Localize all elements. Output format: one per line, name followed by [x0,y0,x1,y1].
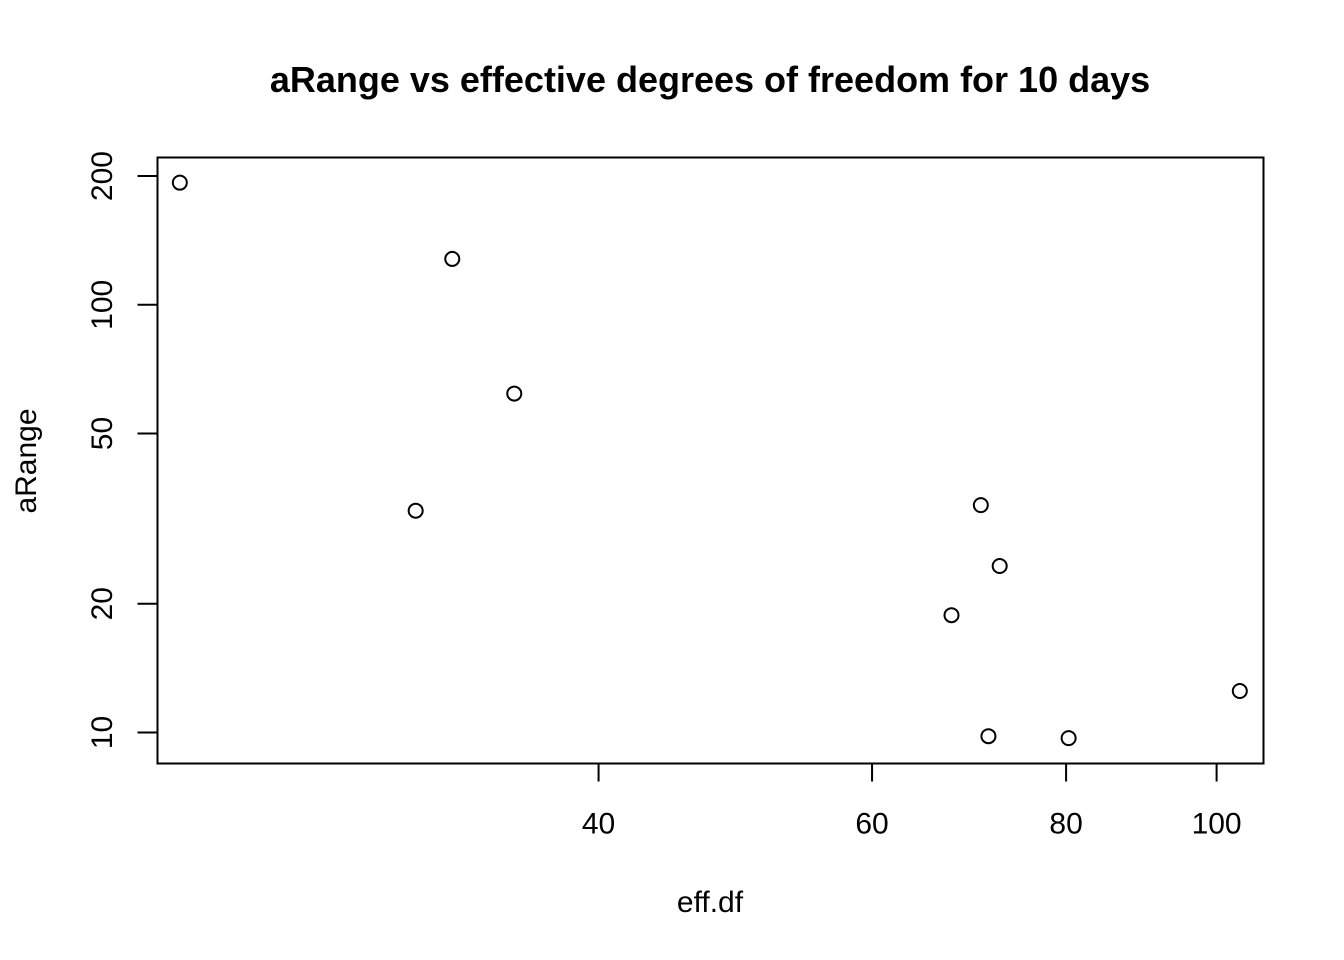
data-point [980,728,997,745]
data-point [444,250,461,267]
x-tick-label: 60 [855,808,888,841]
x-tick-label: 40 [582,808,615,841]
y-axis: 10 20 50 100 200 [86,151,158,749]
x-tick-label: 100 [1192,808,1242,841]
y-tick-label: 50 [86,417,119,450]
y-tick-label: 200 [86,151,119,201]
data-point [407,502,424,519]
data-point [506,385,523,402]
y-tick-label: 100 [86,280,119,330]
data-point [943,607,960,624]
y-tick-label: 10 [86,716,119,749]
data-points [171,174,1248,747]
data-point [1231,682,1248,699]
x-axis: 40 60 80 100 [582,763,1242,841]
y-tick-label: 20 [86,587,119,620]
data-point [1060,730,1077,747]
y-axis-label: aRange [10,408,43,513]
data-point [991,558,1008,575]
x-tick-label: 80 [1049,808,1082,841]
x-axis-label: eff.df [677,886,744,919]
data-point [972,497,989,514]
data-point [171,174,188,191]
plot-frame [156,156,1265,765]
chart-title: aRange vs effective degrees of freedom f… [270,59,1150,100]
